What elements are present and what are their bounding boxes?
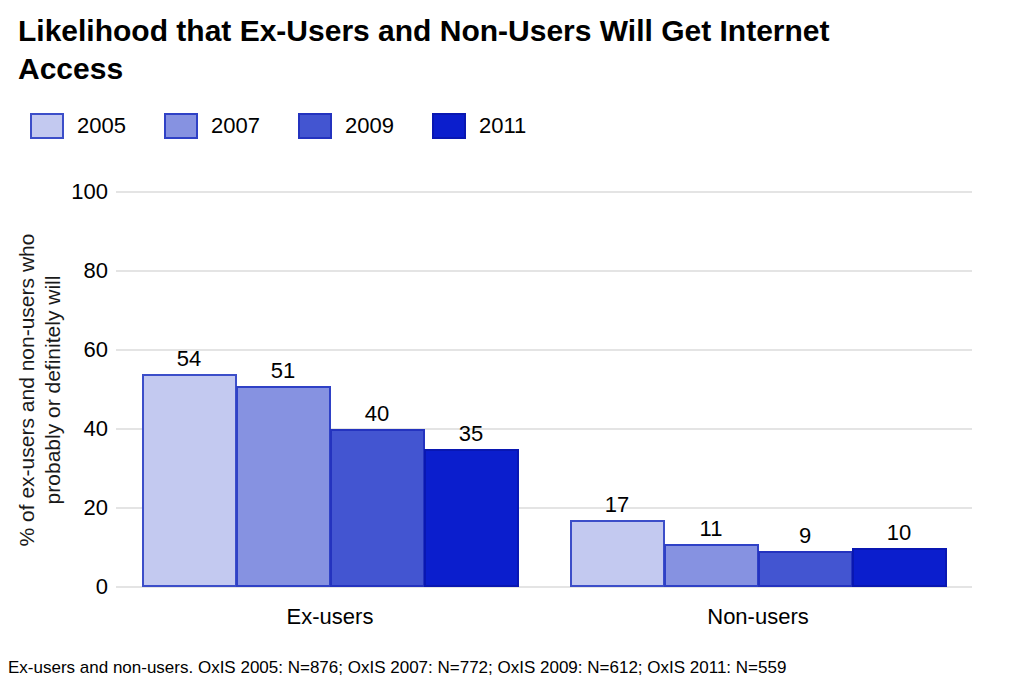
x-category-label-Non-users: Non-users <box>544 604 972 630</box>
bar-2011-Ex-users <box>424 449 519 587</box>
y-tick-label: 40 <box>28 416 108 442</box>
bar-value-label: 35 <box>401 421 541 447</box>
y-axis-title-line: % of ex-users and non-users who <box>14 190 40 590</box>
bar-2005-Ex-users <box>142 374 237 587</box>
chart-figure: Likelihood that Ex-Users and Non-Users W… <box>0 0 1024 698</box>
plot-area: % of ex-users and non-users whoprobably … <box>0 0 1024 698</box>
y-tick-label: 100 <box>28 179 108 205</box>
gridline-80 <box>116 270 972 272</box>
x-category-label-Ex-users: Ex-users <box>116 604 544 630</box>
y-tick-label: 0 <box>28 574 108 600</box>
y-tick-label: 60 <box>28 337 108 363</box>
bar-2011-Non-users <box>852 548 947 588</box>
gridline-100 <box>116 191 972 193</box>
bar-value-label: 17 <box>547 492 687 518</box>
bar-2009-Non-users <box>758 551 853 587</box>
bar-value-label: 10 <box>829 520 969 546</box>
bar-2009-Ex-users <box>330 429 425 587</box>
source-footnote: Ex-users and non-users. OxIS 2005: N=876… <box>8 658 786 678</box>
y-tick-label: 20 <box>28 495 108 521</box>
y-tick-label: 80 <box>28 258 108 284</box>
bar-value-label: 51 <box>213 358 353 384</box>
y-axis-title-line: probably or definitely will <box>40 190 66 590</box>
y-axis-title: % of ex-users and non-users whoprobably … <box>14 190 70 590</box>
bar-2007-Non-users <box>664 544 759 587</box>
